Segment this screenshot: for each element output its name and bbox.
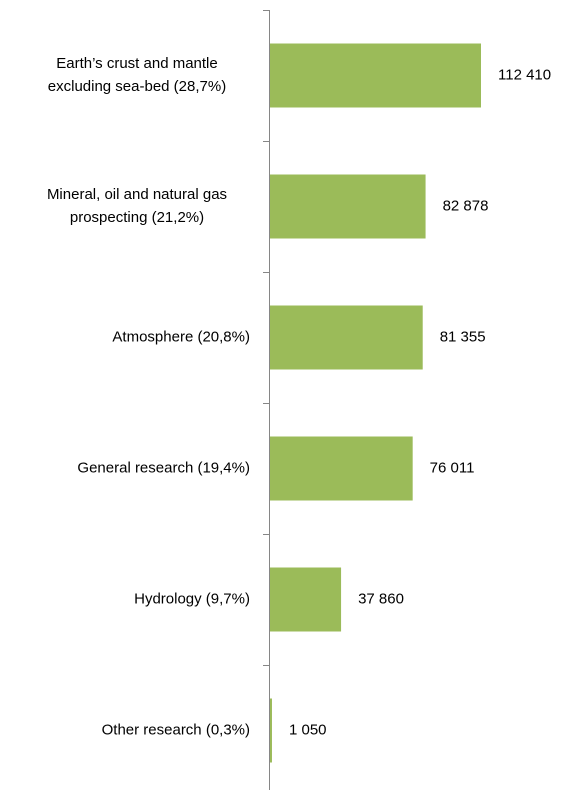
bar (270, 567, 342, 632)
category-label: Atmosphere (20,8%) (112, 328, 250, 345)
data-label: 112 410 (498, 66, 551, 83)
data-label: 1 050 (289, 721, 327, 738)
bar (270, 698, 272, 763)
bar (270, 43, 481, 108)
data-label: 82 878 (443, 197, 489, 214)
category-label: General research (19,4%) (77, 459, 250, 476)
bar (270, 436, 413, 501)
category-label: Earth’s crust and mantle (56, 55, 217, 72)
category-label: prospecting (21,2%) (70, 209, 204, 226)
bar (270, 305, 423, 370)
data-label: 37 860 (358, 590, 404, 607)
category-label: Hydrology (9,7%) (134, 590, 250, 607)
bar (270, 174, 426, 239)
category-label: Mineral, oil and natural gas (47, 186, 227, 203)
category-label: excluding sea-bed (28,7%) (48, 78, 226, 95)
category-label: Other research (0,3%) (102, 721, 250, 738)
data-label: 76 011 (430, 459, 475, 476)
data-label: 81 355 (440, 328, 486, 345)
